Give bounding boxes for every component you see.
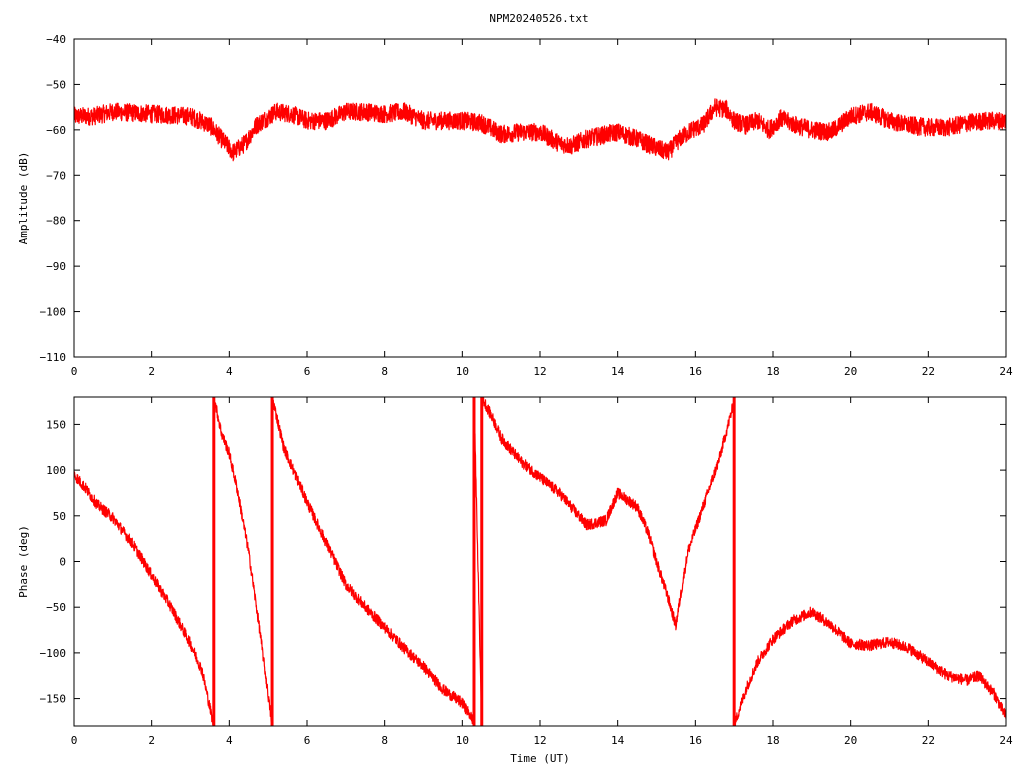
phase-panel-series-line bbox=[74, 397, 1006, 726]
y-tick-label: −100 bbox=[40, 647, 67, 660]
y-tick-label: 150 bbox=[46, 418, 66, 431]
x-tick-label: 14 bbox=[611, 734, 625, 747]
x-tick-label: 18 bbox=[766, 365, 779, 378]
x-tick-label: 14 bbox=[611, 365, 625, 378]
amplitude-panel-series-line bbox=[74, 98, 1006, 162]
y-tick-label: 50 bbox=[53, 510, 66, 523]
x-tick-label: 24 bbox=[999, 365, 1013, 378]
x-tick-label: 20 bbox=[844, 365, 857, 378]
y-tick-label: 100 bbox=[46, 464, 66, 477]
y-tick-label: −70 bbox=[46, 169, 66, 182]
x-tick-label: 8 bbox=[381, 734, 388, 747]
y-tick-label: −60 bbox=[46, 124, 66, 137]
x-tick-label: 10 bbox=[456, 734, 469, 747]
x-tick-label: 0 bbox=[71, 365, 78, 378]
x-tick-label: 18 bbox=[766, 734, 779, 747]
y-tick-label: −150 bbox=[40, 693, 67, 706]
x-tick-label: 8 bbox=[381, 365, 388, 378]
phase-panel: 0 2 4 6 8 10 12 14 16 18 20 22 24−150−100−5005010015… bbox=[17, 396, 1013, 765]
x-tick-label: 16 bbox=[689, 734, 702, 747]
y-tick-label: 0 bbox=[59, 556, 66, 569]
y-tick-label: −50 bbox=[46, 78, 66, 91]
x-tick-label: 12 bbox=[533, 365, 546, 378]
x-tick-label: 24 bbox=[999, 734, 1013, 747]
time-x-axis-label: Time (UT) bbox=[510, 752, 570, 765]
x-tick-label: 6 bbox=[304, 734, 311, 747]
x-tick-label: 4 bbox=[226, 734, 233, 747]
x-tick-label: 20 bbox=[844, 734, 857, 747]
x-tick-label: 2 bbox=[148, 734, 155, 747]
y-tick-label: −110 bbox=[40, 351, 67, 364]
x-tick-label: 16 bbox=[689, 365, 702, 378]
x-tick-label: 10 bbox=[456, 365, 469, 378]
chart-title: NPM20240526.txt bbox=[489, 12, 588, 25]
x-tick-label: 22 bbox=[922, 734, 935, 747]
phase-y-axis-label: Phase (deg) bbox=[17, 525, 30, 598]
y-tick-label: −50 bbox=[46, 601, 66, 614]
amplitude-panel: 0 2 4 6 8 10 12 14 16 18 20 22 24−110−100−90−80−70−6… bbox=[17, 33, 1013, 378]
x-tick-label: 6 bbox=[304, 365, 311, 378]
y-tick-label: −90 bbox=[46, 260, 66, 273]
x-tick-label: 0 bbox=[71, 734, 78, 747]
x-tick-label: 2 bbox=[148, 365, 155, 378]
y-tick-label: −100 bbox=[40, 306, 67, 319]
amplitude-y-axis-label: Amplitude (dB) bbox=[17, 152, 30, 245]
y-tick-label: −40 bbox=[46, 33, 66, 46]
amplitude-plot-frame bbox=[73, 38, 1007, 358]
x-tick-label: 12 bbox=[533, 734, 546, 747]
x-tick-label: 4 bbox=[226, 365, 233, 378]
y-tick-label: −80 bbox=[46, 215, 66, 228]
x-tick-label: 22 bbox=[922, 365, 935, 378]
